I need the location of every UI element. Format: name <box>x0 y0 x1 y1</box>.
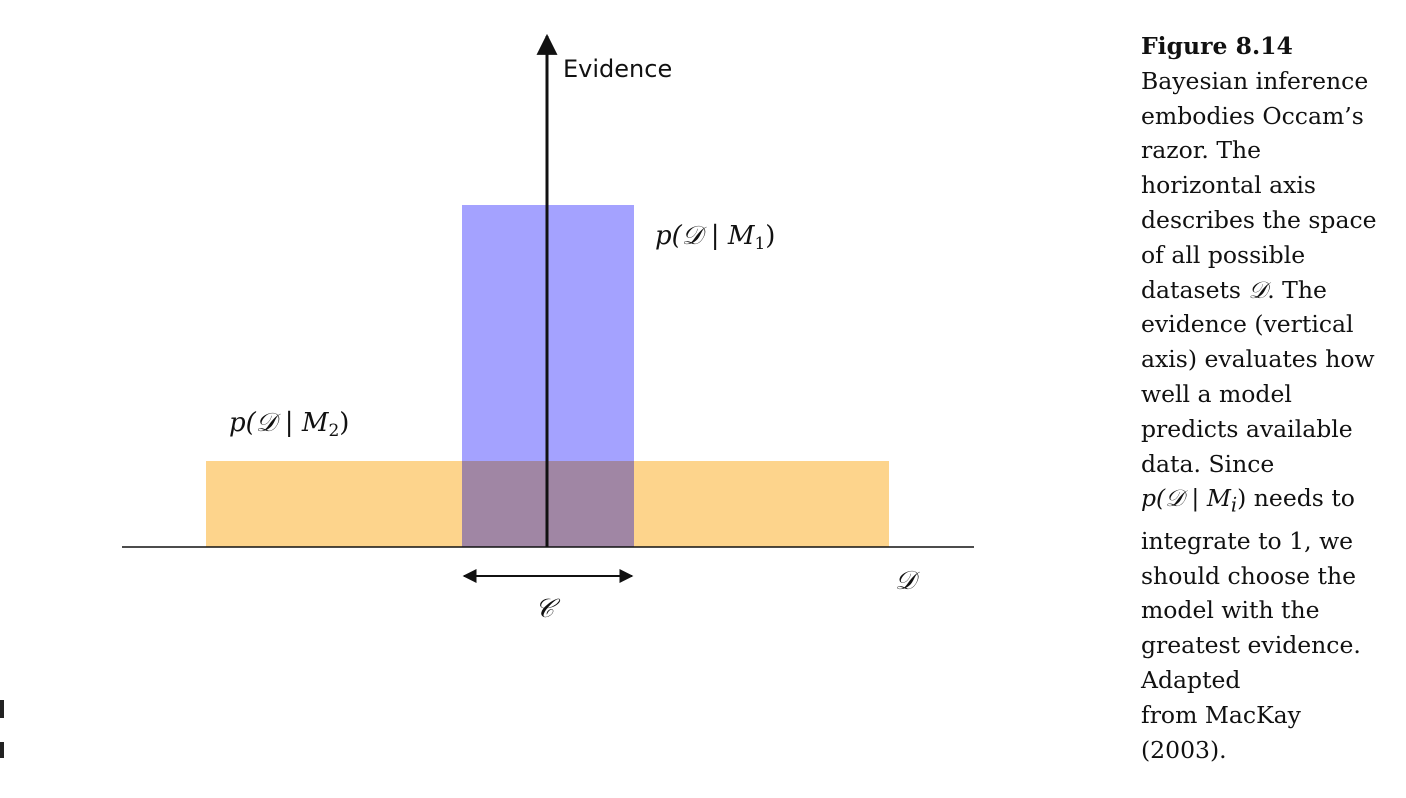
caption-line: model with the <box>1141 596 1320 625</box>
m2-evidence-label: p(𝒟 | M2) <box>229 408 349 441</box>
caption-line: embodies Occam’s <box>1141 101 1364 130</box>
caption-line: data. Since <box>1141 449 1275 478</box>
caption-line: greatest evidence. <box>1141 631 1361 660</box>
caption-line-math: p(𝒟 | Mi) needs to <box>1141 484 1355 518</box>
margin-mark-bottom <box>0 742 4 758</box>
caption-line: well a model <box>1141 379 1292 408</box>
y-axis-label: Evidence <box>563 55 672 83</box>
figure-caption: Figure 8.14 Bayesian inference embodies … <box>1141 29 1391 767</box>
caption-line: should choose the <box>1141 561 1357 590</box>
m1-evidence-label: p(𝒟 | M1) <box>655 221 775 254</box>
caption-line-datasets: datasets 𝒟. The <box>1141 275 1327 304</box>
caption-line: describes the space <box>1141 205 1377 234</box>
caption-line: predicts available <box>1141 414 1353 443</box>
caption-line: evidence (vertical <box>1141 310 1354 339</box>
caption-line: axis) evaluates how <box>1141 345 1375 374</box>
caption-line: Adapted <box>1141 666 1241 695</box>
caption-line: horizontal axis <box>1141 171 1316 200</box>
interval-label: 𝒞 <box>535 594 561 624</box>
caption-line: of all possible <box>1141 240 1306 269</box>
x-axis-label: 𝒟 <box>895 566 920 596</box>
margin-mark-top <box>0 700 4 718</box>
caption-line: (2003). <box>1141 735 1227 764</box>
caption-title: Figure 8.14 <box>1141 32 1293 60</box>
caption-line: integrate to 1, we <box>1141 526 1354 555</box>
caption-line: Bayesian inference <box>1141 66 1369 95</box>
caption-line: from MacKay <box>1141 700 1301 729</box>
occam-razor-diagram: Evidence p(𝒟 | M1) p(𝒟 | M2) 𝒟 𝒞 <box>122 33 974 624</box>
caption-line: razor. The <box>1141 136 1262 165</box>
